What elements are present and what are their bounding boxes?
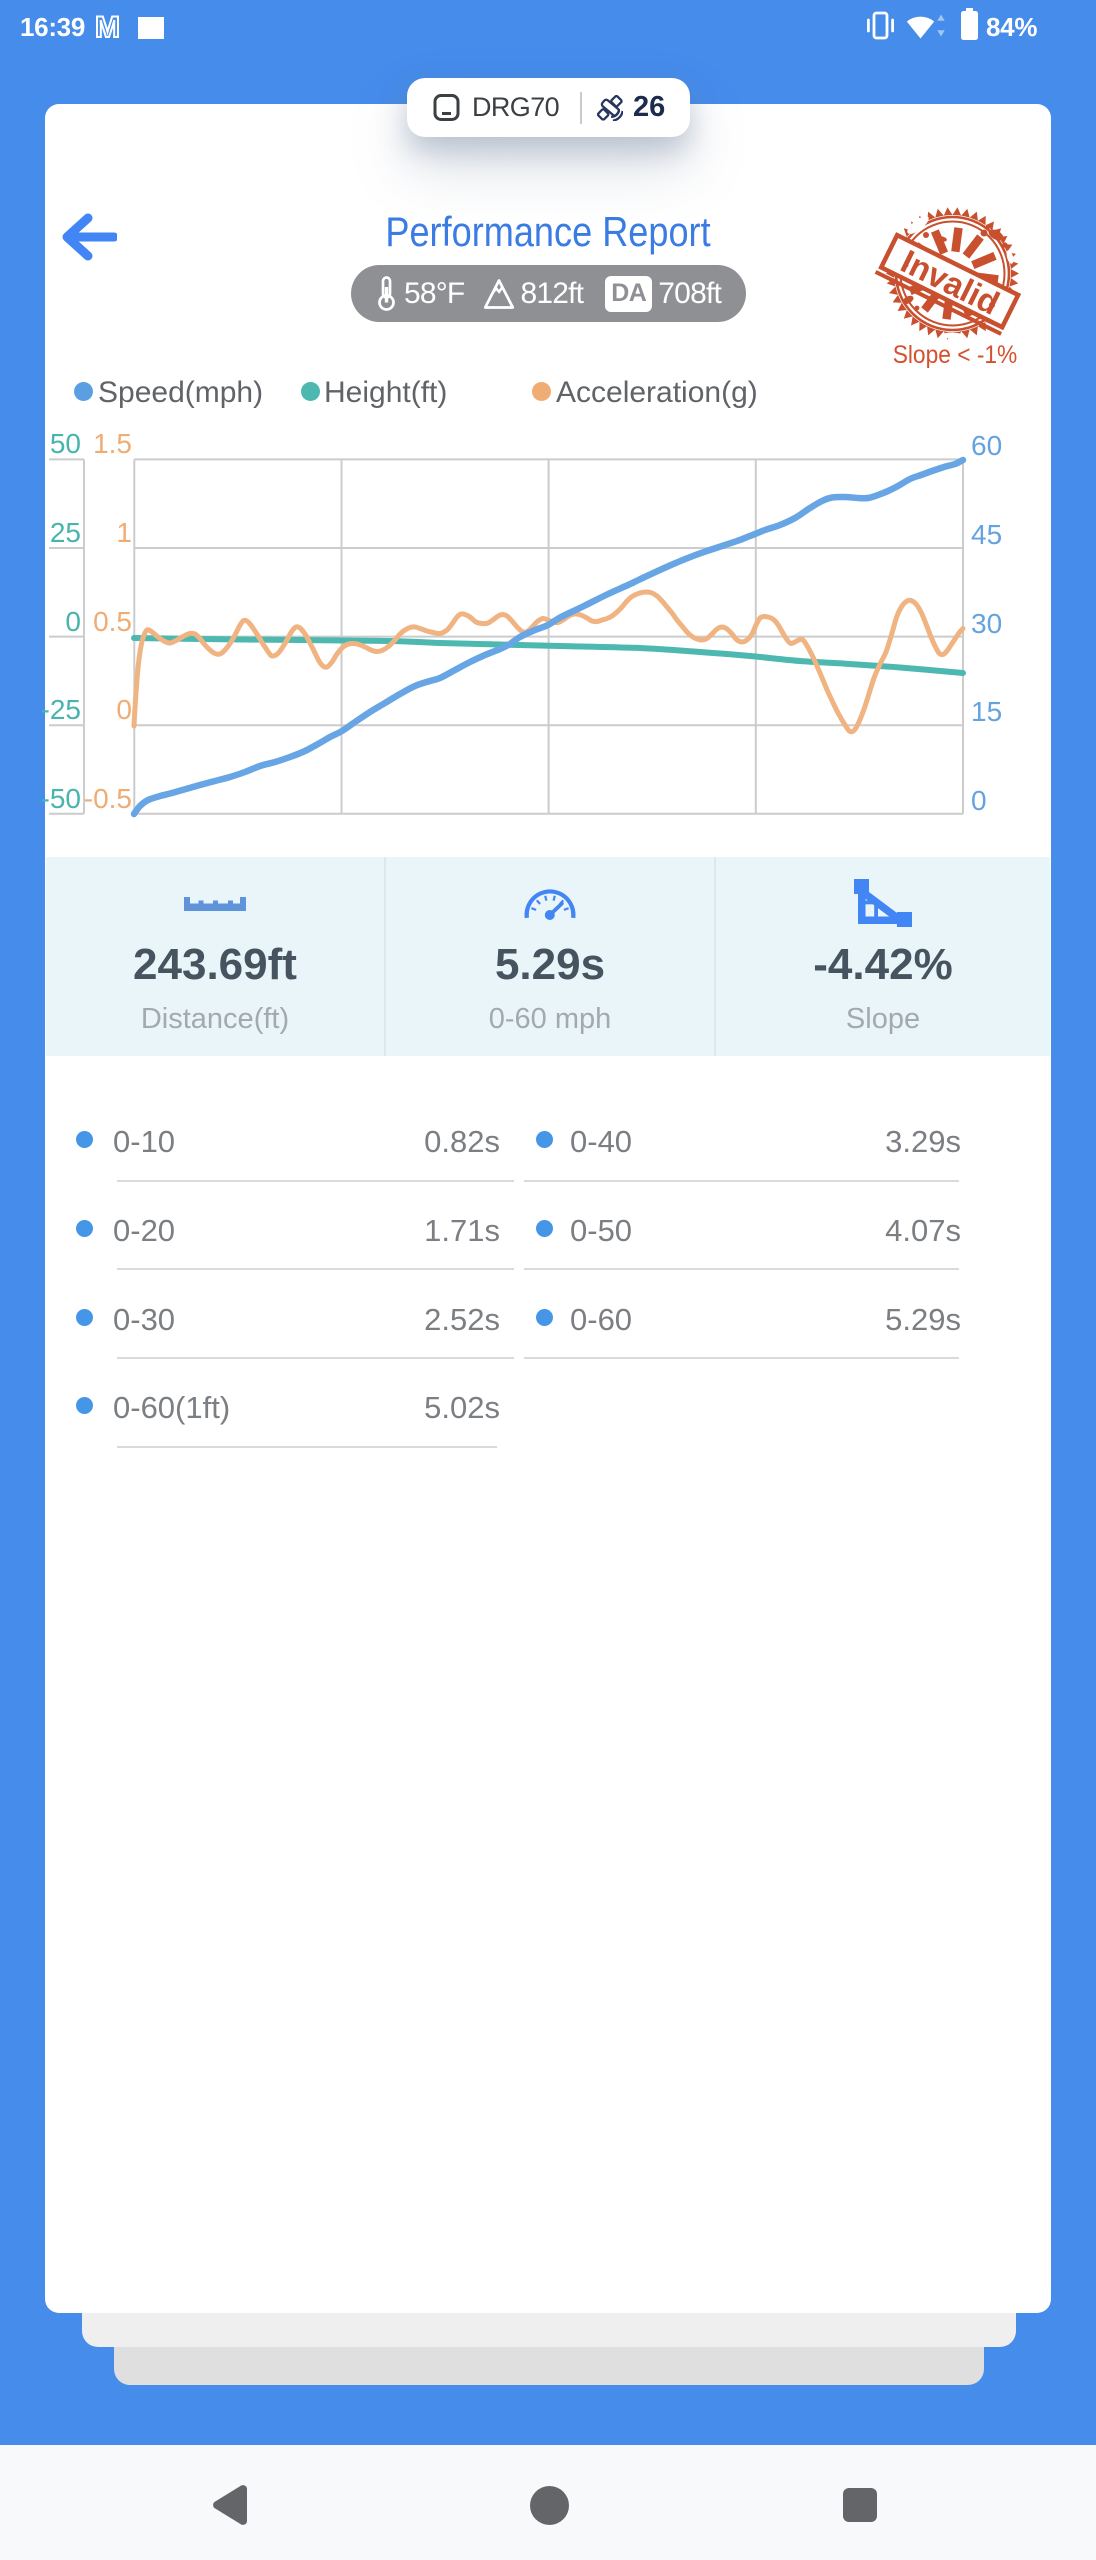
svg-text:50: 50 <box>50 428 81 459</box>
svg-text:25: 25 <box>50 517 81 548</box>
svg-text:0.5: 0.5 <box>93 606 132 637</box>
svg-text:60: 60 <box>971 430 1002 461</box>
svg-text:15: 15 <box>971 696 1002 727</box>
svg-text:0: 0 <box>65 606 81 637</box>
svg-text:-0.5: -0.5 <box>84 783 132 814</box>
svg-text:45: 45 <box>971 519 1002 550</box>
svg-text:30: 30 <box>971 608 1002 639</box>
svg-text:-25: -25 <box>41 694 81 725</box>
svg-text:1.5: 1.5 <box>93 428 132 459</box>
svg-text:-50: -50 <box>41 783 81 814</box>
svg-text:0: 0 <box>116 694 132 725</box>
svg-text:M: M <box>95 13 120 40</box>
svg-text:0: 0 <box>971 785 987 816</box>
svg-text:1: 1 <box>116 517 132 548</box>
